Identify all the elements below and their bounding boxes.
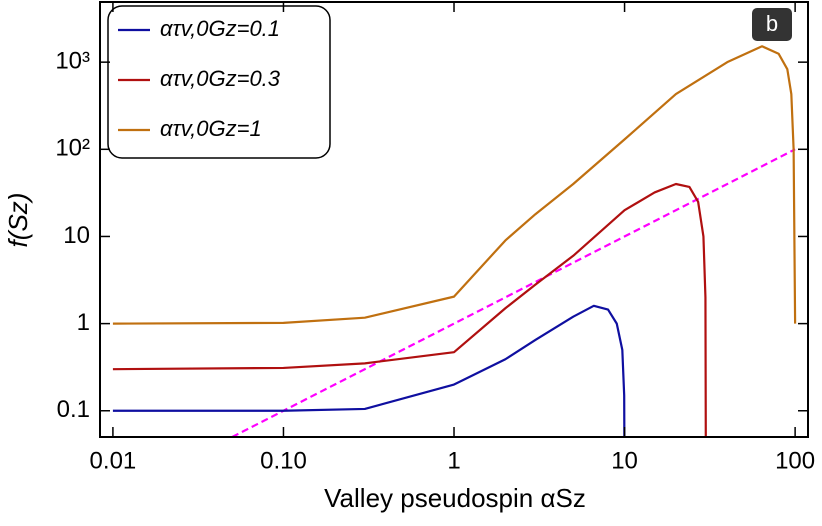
- y-tick-label: 10: [63, 222, 90, 249]
- legend-label: ατv,0Gz=0.3: [160, 66, 281, 91]
- x-tick-label: 0.10: [260, 447, 307, 474]
- series-line: [112, 182, 707, 436]
- x-tick-label: 1: [447, 447, 460, 474]
- x-tick-label: 10: [611, 447, 638, 474]
- legend-box: [107, 5, 331, 159]
- reference-line: [231, 148, 796, 436]
- x-tick-label: 0.01: [90, 447, 137, 474]
- x-axis-label: Valley pseudospin αSz: [324, 483, 586, 513]
- legend-label: ατv,0Gz=1: [160, 116, 262, 141]
- panel-badge: [752, 8, 792, 41]
- y-tick-label: 10²: [55, 135, 90, 162]
- y-tick-label: 10³: [55, 47, 90, 74]
- x-tick-label: 100: [775, 447, 815, 474]
- y-tick-label: 0.1: [57, 396, 90, 423]
- legend-label: ατv,0Gz=0.1: [160, 16, 280, 41]
- series-line: [112, 45, 797, 325]
- panel-label: b: [766, 11, 778, 36]
- y-tick-label: 1: [77, 309, 90, 336]
- series-line: [112, 304, 626, 436]
- y-axis-label: f(Sz): [3, 193, 33, 248]
- plot-area: [112, 45, 797, 436]
